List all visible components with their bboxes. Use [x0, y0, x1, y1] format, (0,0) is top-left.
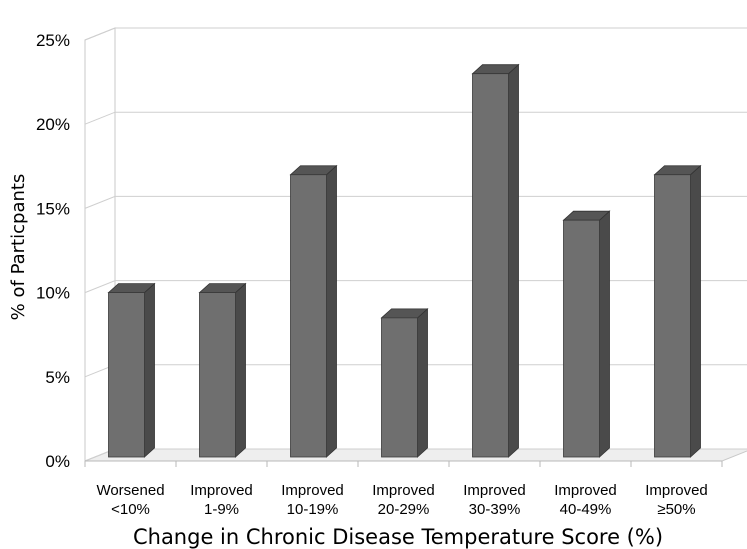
y-tick-label: 15%	[36, 199, 70, 218]
gridline	[84, 195, 747, 209]
x-axis-category-labels: Worsened <10% Improved 1-9% Improved 10-19% Im…	[96, 482, 707, 518]
x-category-label: Improved 10-19%	[281, 482, 344, 518]
bar	[653, 164, 702, 458]
x-category-label: Improved 1-9%	[190, 482, 253, 518]
bars	[107, 63, 702, 458]
y-axis-tick-labels: 0% 5% 10% 15% 20% 25%	[36, 31, 70, 471]
bar-side-face	[235, 282, 246, 458]
bar	[198, 282, 247, 458]
bar	[562, 210, 611, 458]
bar	[380, 307, 429, 458]
y-tick-label: 20%	[36, 115, 70, 134]
gridline	[84, 111, 747, 125]
bar-front-face	[381, 317, 418, 458]
gridline	[84, 27, 747, 41]
y-axis-title: % of Particpants	[8, 174, 29, 321]
bar-front-face	[472, 73, 509, 458]
bar-front-face	[563, 219, 600, 458]
bar	[107, 282, 156, 458]
x-axis-title: Change in Chronic Disease Temperature Sc…	[133, 525, 663, 549]
y-tick-label: 10%	[36, 284, 70, 303]
x-category-label: Improved 40-49%	[554, 482, 617, 518]
gridline	[84, 280, 747, 294]
x-category-label: Worsened <10%	[96, 482, 164, 518]
bar-front-face	[290, 174, 327, 458]
x-category-label: Improved ≥50%	[645, 482, 708, 518]
bar-side-face	[690, 164, 701, 458]
bar-side-face	[144, 282, 155, 458]
bar-front-face	[108, 292, 145, 458]
bar-front-face	[654, 174, 691, 458]
bar-side-face	[508, 63, 519, 458]
bar-side-face	[417, 307, 428, 458]
y-tick-label: 0%	[45, 452, 70, 471]
bar	[289, 164, 338, 458]
x-category-label: Improved 20-29%	[372, 482, 435, 518]
y-tick-label: 25%	[36, 31, 70, 50]
bar-side-face	[326, 164, 337, 458]
y-tick-label: 5%	[45, 368, 70, 387]
bar-front-face	[199, 292, 236, 458]
bar-side-face	[599, 210, 610, 458]
bar	[471, 63, 520, 458]
x-category-label: Improved 30-39%	[463, 482, 526, 518]
